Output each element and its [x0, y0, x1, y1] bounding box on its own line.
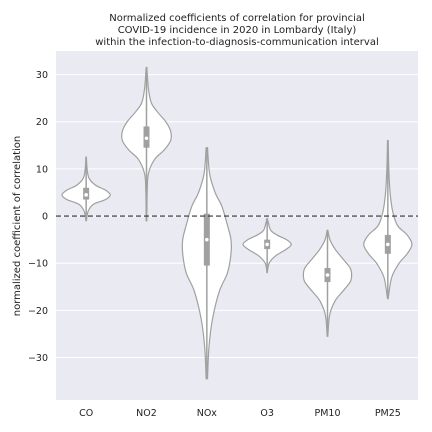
y-tick-label: −20	[28, 306, 48, 317]
violin-nox	[181, 147, 232, 380]
violins	[61, 66, 413, 380]
x-tick-label: PM10	[314, 408, 340, 419]
y-tick-labels: −30 −20 −10 0 10 20 30	[28, 70, 48, 364]
violin-median-dot	[144, 136, 149, 141]
violin-median-dot	[325, 273, 330, 277]
y-tick-label: −30	[28, 353, 48, 364]
y-tick-label: 10	[36, 164, 48, 175]
y-tick-label: 30	[36, 70, 48, 81]
x-tick-label: PM25	[375, 408, 401, 419]
violin-median-dot	[205, 237, 209, 242]
chart-title-line: Normalized coefficients of correlation f…	[109, 13, 365, 24]
chart-title-line: within the infection-to-diagnosis-commun…	[95, 37, 379, 48]
x-tick-label: O3	[260, 408, 274, 419]
violin-o3	[242, 217, 292, 274]
violin-median-dot	[84, 193, 88, 197]
violin-pm25	[363, 140, 413, 300]
violin-median-dot	[265, 242, 269, 247]
chart-title: Normalized coefficients of correlation f…	[95, 13, 379, 48]
x-tick-label: NO2	[136, 408, 157, 419]
x-tick-labels: CO NO2 NOx O3 PM10 PM25	[79, 408, 401, 419]
violin-median-dot	[386, 242, 390, 247]
violin-no2	[121, 66, 172, 222]
x-tick-label: CO	[79, 408, 93, 419]
y-tick-label: 0	[42, 212, 48, 223]
plot-area	[56, 51, 418, 400]
violin-pm10	[302, 229, 353, 337]
chart-title-line: COVID-19 incidence in 2020 in Lombardy (…	[118, 25, 357, 36]
y-tick-label: −10	[28, 259, 48, 270]
y-tick-label: 20	[36, 117, 48, 128]
x-tick-label: NOx	[197, 408, 218, 419]
y-axis-label: normalized coefficient of correlation	[12, 136, 23, 317]
violin-co	[61, 156, 111, 222]
